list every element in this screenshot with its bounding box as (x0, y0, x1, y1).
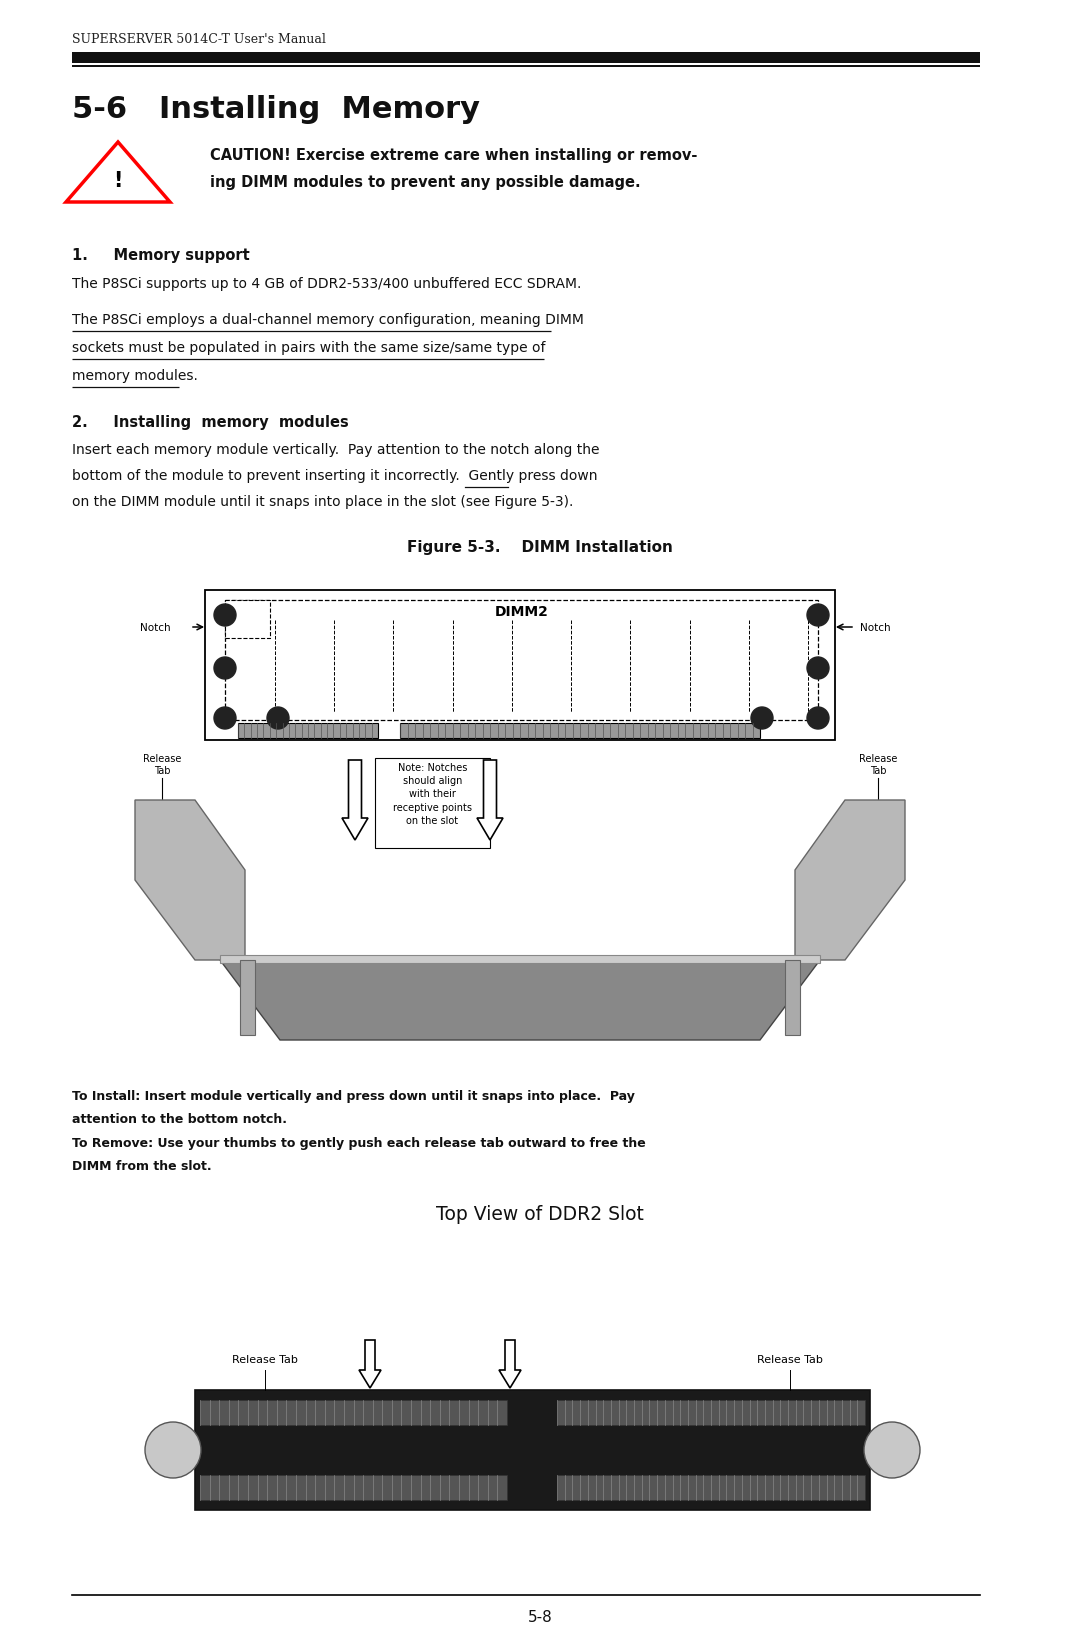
Bar (785, 960, 800, 1035)
Text: Release Tab: Release Tab (232, 1355, 298, 1365)
Bar (220, 955, 820, 964)
Text: ing DIMM modules to prevent any possible damage.: ing DIMM modules to prevent any possible… (210, 175, 640, 190)
Text: 5-8: 5-8 (528, 1610, 552, 1625)
Text: CAUTION! Exercise extreme care when installing or remov-: CAUTION! Exercise extreme care when inst… (210, 148, 698, 163)
Bar (200, 1399, 507, 1426)
Polygon shape (220, 960, 820, 1040)
FancyArrow shape (342, 761, 368, 840)
Text: To Remove: Use your thumbs to gently push each release tab outward to free the: To Remove: Use your thumbs to gently pus… (72, 1137, 646, 1150)
Text: !: ! (113, 172, 123, 191)
Bar (557, 1475, 865, 1500)
Text: 2.     Installing  memory  modules: 2. Installing memory modules (72, 416, 349, 431)
Text: bottom of the module to prevent inserting it incorrectly.  Gently press down: bottom of the module to prevent insertin… (72, 469, 597, 483)
Bar (240, 960, 255, 1035)
FancyArrow shape (359, 1340, 381, 1388)
Bar (72, 64, 980, 68)
Text: on the DIMM module until it snaps into place in the slot (see Figure 5-3).: on the DIMM module until it snaps into p… (72, 495, 573, 508)
Circle shape (214, 657, 237, 680)
Circle shape (864, 1422, 920, 1478)
FancyArrow shape (499, 1340, 521, 1388)
Circle shape (807, 706, 829, 729)
Polygon shape (795, 800, 905, 960)
Bar (375, 757, 490, 848)
Text: sockets must be populated in pairs with the same size/same type of: sockets must be populated in pairs with … (72, 342, 545, 355)
Text: SUPERSERVER 5014C-T User's Manual: SUPERSERVER 5014C-T User's Manual (72, 33, 326, 46)
Text: To Install: Insert module vertically and press down until it snaps into place.  : To Install: Insert module vertically and… (72, 1091, 635, 1102)
Bar (195, 1389, 870, 1510)
Text: Top View of DDR2 Slot: Top View of DDR2 Slot (436, 1204, 644, 1224)
Bar (225, 601, 818, 719)
Text: DIMM from the slot.: DIMM from the slot. (72, 1160, 212, 1173)
Circle shape (751, 706, 773, 729)
FancyArrow shape (477, 761, 503, 840)
Text: Notch: Notch (860, 624, 891, 634)
Circle shape (267, 706, 289, 729)
Polygon shape (135, 800, 245, 960)
Polygon shape (66, 142, 170, 201)
Text: memory modules.: memory modules. (72, 370, 198, 383)
Bar (400, 723, 760, 738)
Bar (557, 1399, 865, 1426)
Bar (200, 1475, 507, 1500)
Text: Release
Tab: Release Tab (859, 754, 897, 777)
Circle shape (214, 706, 237, 729)
Text: DIMM2: DIMM2 (495, 606, 549, 619)
Text: attention to the bottom notch.: attention to the bottom notch. (72, 1114, 287, 1125)
Bar (205, 591, 835, 739)
Bar (225, 601, 270, 639)
Text: 5-6   Installing  Memory: 5-6 Installing Memory (72, 96, 480, 124)
Text: Insert each memory module vertically.  Pay attention to the notch along the: Insert each memory module vertically. Pa… (72, 442, 599, 457)
Circle shape (807, 604, 829, 625)
Text: Release
Tab: Release Tab (143, 754, 181, 777)
Text: Note: Notches
should align
with their
receptive points
on the slot: Note: Notches should align with their re… (393, 762, 472, 825)
Circle shape (145, 1422, 201, 1478)
Bar (238, 723, 378, 738)
Text: Figure 5-3.    DIMM Installation: Figure 5-3. DIMM Installation (407, 540, 673, 554)
Text: The P8SCi employs a dual-channel memory configuration, meaning DIMM: The P8SCi employs a dual-channel memory … (72, 314, 584, 327)
Circle shape (807, 657, 829, 680)
Text: The P8SCi supports up to 4 GB of DDR2-533/400 unbuffered ECC SDRAM.: The P8SCi supports up to 4 GB of DDR2-53… (72, 277, 581, 290)
Bar (72, 53, 980, 63)
Circle shape (214, 604, 237, 625)
Text: Release Tab: Release Tab (757, 1355, 823, 1365)
Text: Notch: Notch (140, 624, 171, 634)
Text: 1.     Memory support: 1. Memory support (72, 248, 249, 262)
